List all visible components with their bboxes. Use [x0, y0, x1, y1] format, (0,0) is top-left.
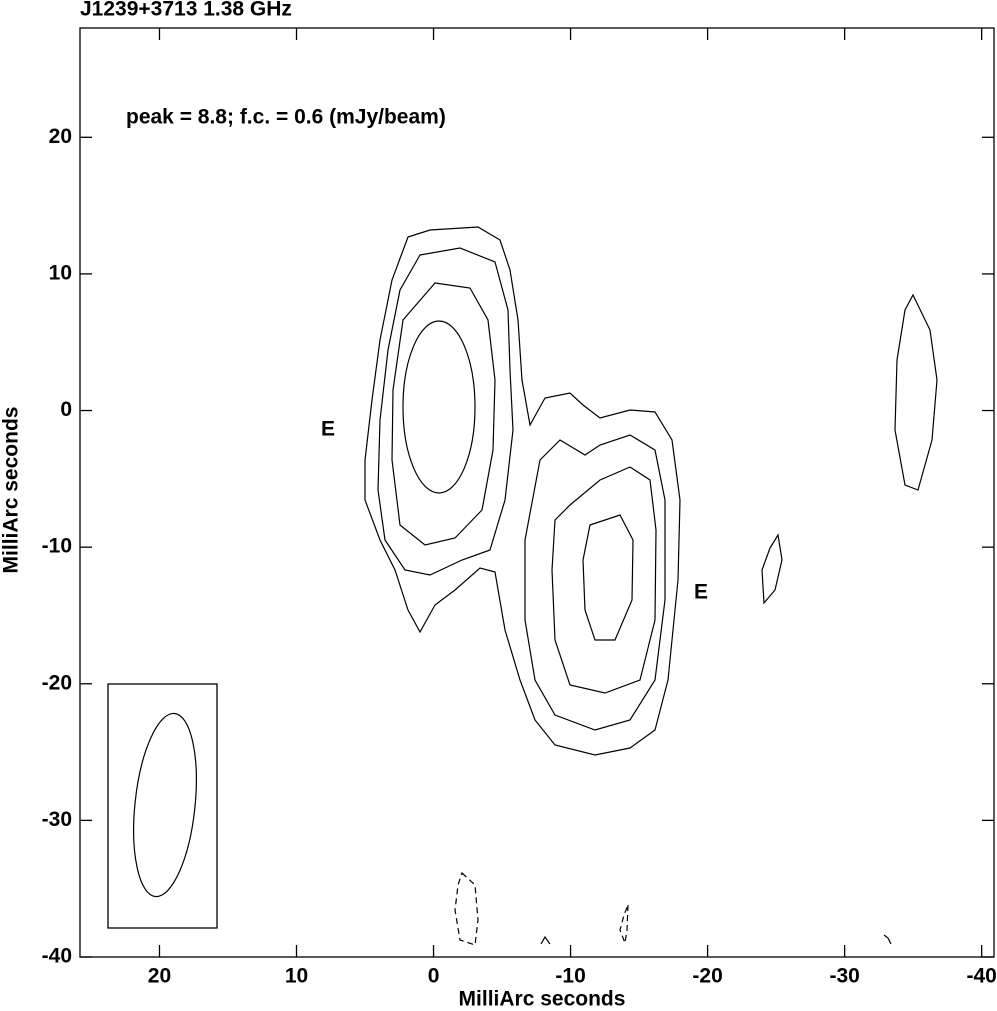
x-axis-label: MilliArc seconds [459, 988, 626, 1011]
y-tick-label: -30 [42, 808, 72, 831]
x-tick-label: 20 [148, 965, 171, 988]
contour [894, 293, 938, 491]
y-tick-label: 0 [60, 398, 72, 421]
x-tick-label: -20 [692, 965, 722, 988]
contour [524, 434, 666, 731]
y-tick-label: -40 [42, 945, 72, 968]
negative-contour [454, 871, 479, 946]
plot-frame [79, 27, 995, 958]
y-tick-label: 20 [49, 125, 72, 148]
contour [761, 533, 783, 605]
contour [377, 247, 514, 576]
negative-contour [619, 904, 629, 946]
chart-title: J1239+3713 1.38 GHz [80, 0, 292, 21]
beam-ellipse [133, 712, 197, 898]
contours [364, 226, 938, 946]
contour [883, 934, 892, 945]
contour [582, 514, 634, 641]
beam [107, 683, 218, 929]
contour [364, 226, 681, 756]
y-tick-label: -20 [42, 671, 72, 694]
x-tick-label: 10 [285, 965, 308, 988]
component-label: E [694, 581, 708, 604]
x-tick-label: -40 [966, 965, 996, 988]
x-tick-label: -30 [829, 965, 859, 988]
component-label: E [321, 418, 335, 441]
annotation: peak = 8.8; f.c. = 0.6 (mJy/beam) [126, 106, 446, 129]
contour [402, 320, 476, 494]
y-axis-label: MilliArc seconds [0, 407, 23, 574]
x-tick-label: -10 [555, 965, 585, 988]
beam-box [107, 683, 218, 929]
y-tick-label: -10 [42, 535, 72, 558]
contour [551, 466, 657, 694]
x-tick-label: 0 [428, 965, 440, 988]
contour [540, 935, 551, 945]
y-tick-label: 10 [49, 261, 72, 284]
contour [391, 282, 496, 546]
